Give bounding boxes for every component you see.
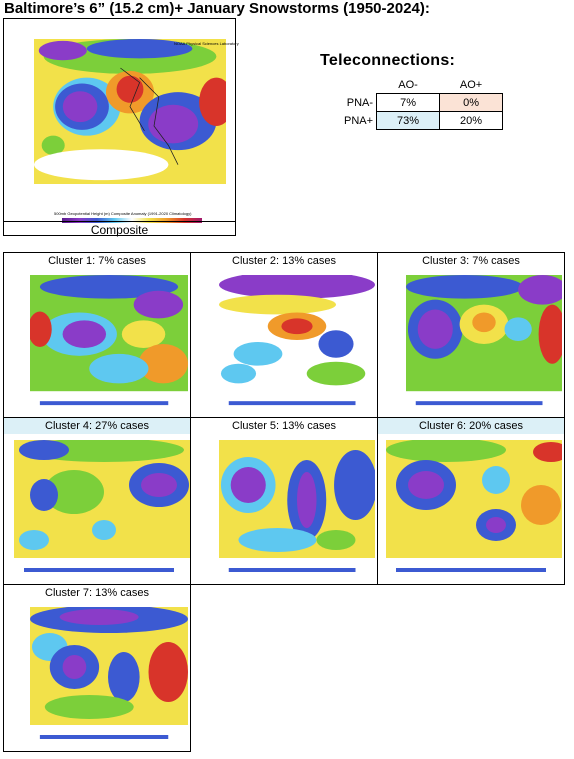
cell-pna-plus-ao-plus: 20% (439, 111, 504, 130)
cluster-6-panel: Cluster 6: 20% cases (377, 417, 565, 585)
cluster-2-panel: Cluster 2: 13% cases (190, 252, 378, 418)
cluster-5-label: Cluster 5: 13% cases (232, 420, 336, 432)
cell-pna-minus-ao-plus: 0% (439, 93, 504, 112)
cluster-2-map (219, 275, 375, 413)
cluster-6-label: Cluster 6: 20% cases (378, 418, 564, 434)
cell-pna-minus-ao-minus: 7% (376, 93, 441, 112)
cluster-1-label: Cluster 1: 7% cases (48, 255, 146, 267)
cluster-6-map (386, 440, 562, 580)
map-header-text: NOAA Physical Sciences Laboratory (174, 41, 239, 46)
column-header-ao-minus: AO- (398, 78, 418, 91)
composite-map (34, 39, 226, 213)
cluster-4-label: Cluster 4: 27% cases (4, 418, 190, 434)
cluster-4-panel: Cluster 4: 27% cases (3, 417, 191, 585)
cluster-3-label: Cluster 3: 7% cases (422, 255, 520, 267)
map-footer-text: 500mb Geopotential Height (m) Composite … (54, 211, 192, 216)
composite-panel: NOAA Physical Sciences Laboratory 500mb … (3, 18, 239, 237)
cluster-3-panel: Cluster 3: 7% cases (377, 252, 565, 418)
page-title: Baltimore’s 6” (15.2 cm)+ January Snowst… (4, 0, 430, 17)
cell-pna-plus-ao-minus: 73% (376, 111, 441, 130)
cluster-5-panel: Cluster 5: 13% cases (190, 417, 378, 585)
composite-caption: Composite (4, 221, 235, 237)
cluster-3-map (406, 275, 562, 413)
cluster-1-map (30, 275, 188, 413)
cluster-5-map (219, 440, 375, 580)
cluster-7-panel: Cluster 7: 13% cases (3, 584, 191, 752)
cluster-4-map (14, 440, 190, 580)
colorbar (62, 218, 202, 223)
cluster-2-label: Cluster 2: 13% cases (232, 255, 336, 267)
cluster-7-label: Cluster 7: 13% cases (45, 587, 149, 599)
column-header-ao-plus: AO+ (459, 78, 483, 91)
row-label-pna-plus: PNA+ (344, 114, 374, 127)
teleconnections-title: Teleconnections: (320, 52, 456, 69)
cluster-1-panel: Cluster 1: 7% cases (3, 252, 191, 418)
teleconnections-table: AO- AO+ PNA- 7% 0% PNA+ 73% 20% (340, 76, 504, 130)
row-label-pna-minus: PNA- (346, 96, 374, 109)
cluster-7-map (30, 607, 188, 747)
